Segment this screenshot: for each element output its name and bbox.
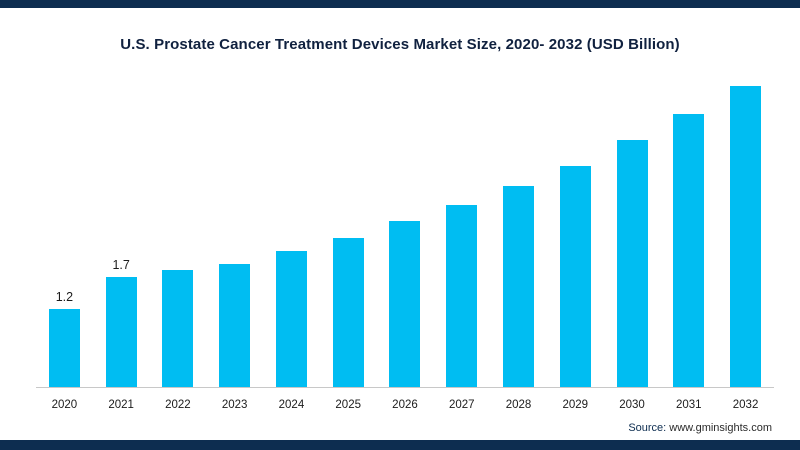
source-value: www.gminsights.com [666,422,772,434]
x-axis-tick-label: 2032 [732,399,759,411]
x-axis-tick-label: 2029 [562,399,589,411]
bar [446,205,478,387]
bar-column: 2022 [150,86,207,411]
bar-column: 2032 [717,86,774,411]
bar-column: 2031 [660,86,717,411]
chart-title: U.S. Prostate Cancer Treatment Devices M… [120,36,680,53]
bar [48,309,80,387]
bar [219,263,251,387]
bar [275,250,307,387]
bar-column: 2027 [433,86,490,411]
bar [730,86,762,387]
x-axis-tick-label: 2031 [676,399,702,411]
bar [559,166,591,387]
bar-value-label: 1.2 [55,290,74,304]
source-attribution: Source: www.gminsights.com [628,422,772,434]
x-axis-tick-label: 2030 [619,399,645,411]
bar [332,237,364,387]
x-axis-tick-label: 2024 [278,399,305,411]
bar-column: 1.7 2021 [93,86,150,411]
bar [673,114,705,387]
source-label: Source: [628,422,667,434]
bar-column: 2029 [547,86,604,411]
x-axis-tick-label: 2026 [392,399,418,411]
bar-column: 2026 [377,86,434,411]
bar [162,270,194,387]
bar [503,185,534,387]
bar-column: 2025 [320,86,377,411]
x-axis-tick-label: 2023 [221,399,248,411]
bar [105,276,137,387]
bar-value-label: 1.7 [112,257,130,272]
bar-column: 2028 [490,86,547,411]
bar-column: 2024 [263,86,320,411]
bar-column: 1.2 2020 [36,86,93,411]
x-axis-tick-label: 2028 [505,399,532,411]
bar [616,140,648,387]
x-axis-tick-label: 2025 [335,399,361,411]
x-axis-tick-label: 2027 [448,399,475,411]
x-axis-tick-label: 2022 [165,399,191,411]
plot-area: 1.2 2020 1.7 2021 2022 2023 2024 2025 2026 2027 20… [36,86,774,411]
bar [389,221,421,387]
x-axis-tick-label: 2020 [51,399,78,411]
bar-column: 2023 [206,86,263,411]
bar-column: 2030 [604,86,661,411]
x-axis-tick-label: 2021 [108,399,134,411]
